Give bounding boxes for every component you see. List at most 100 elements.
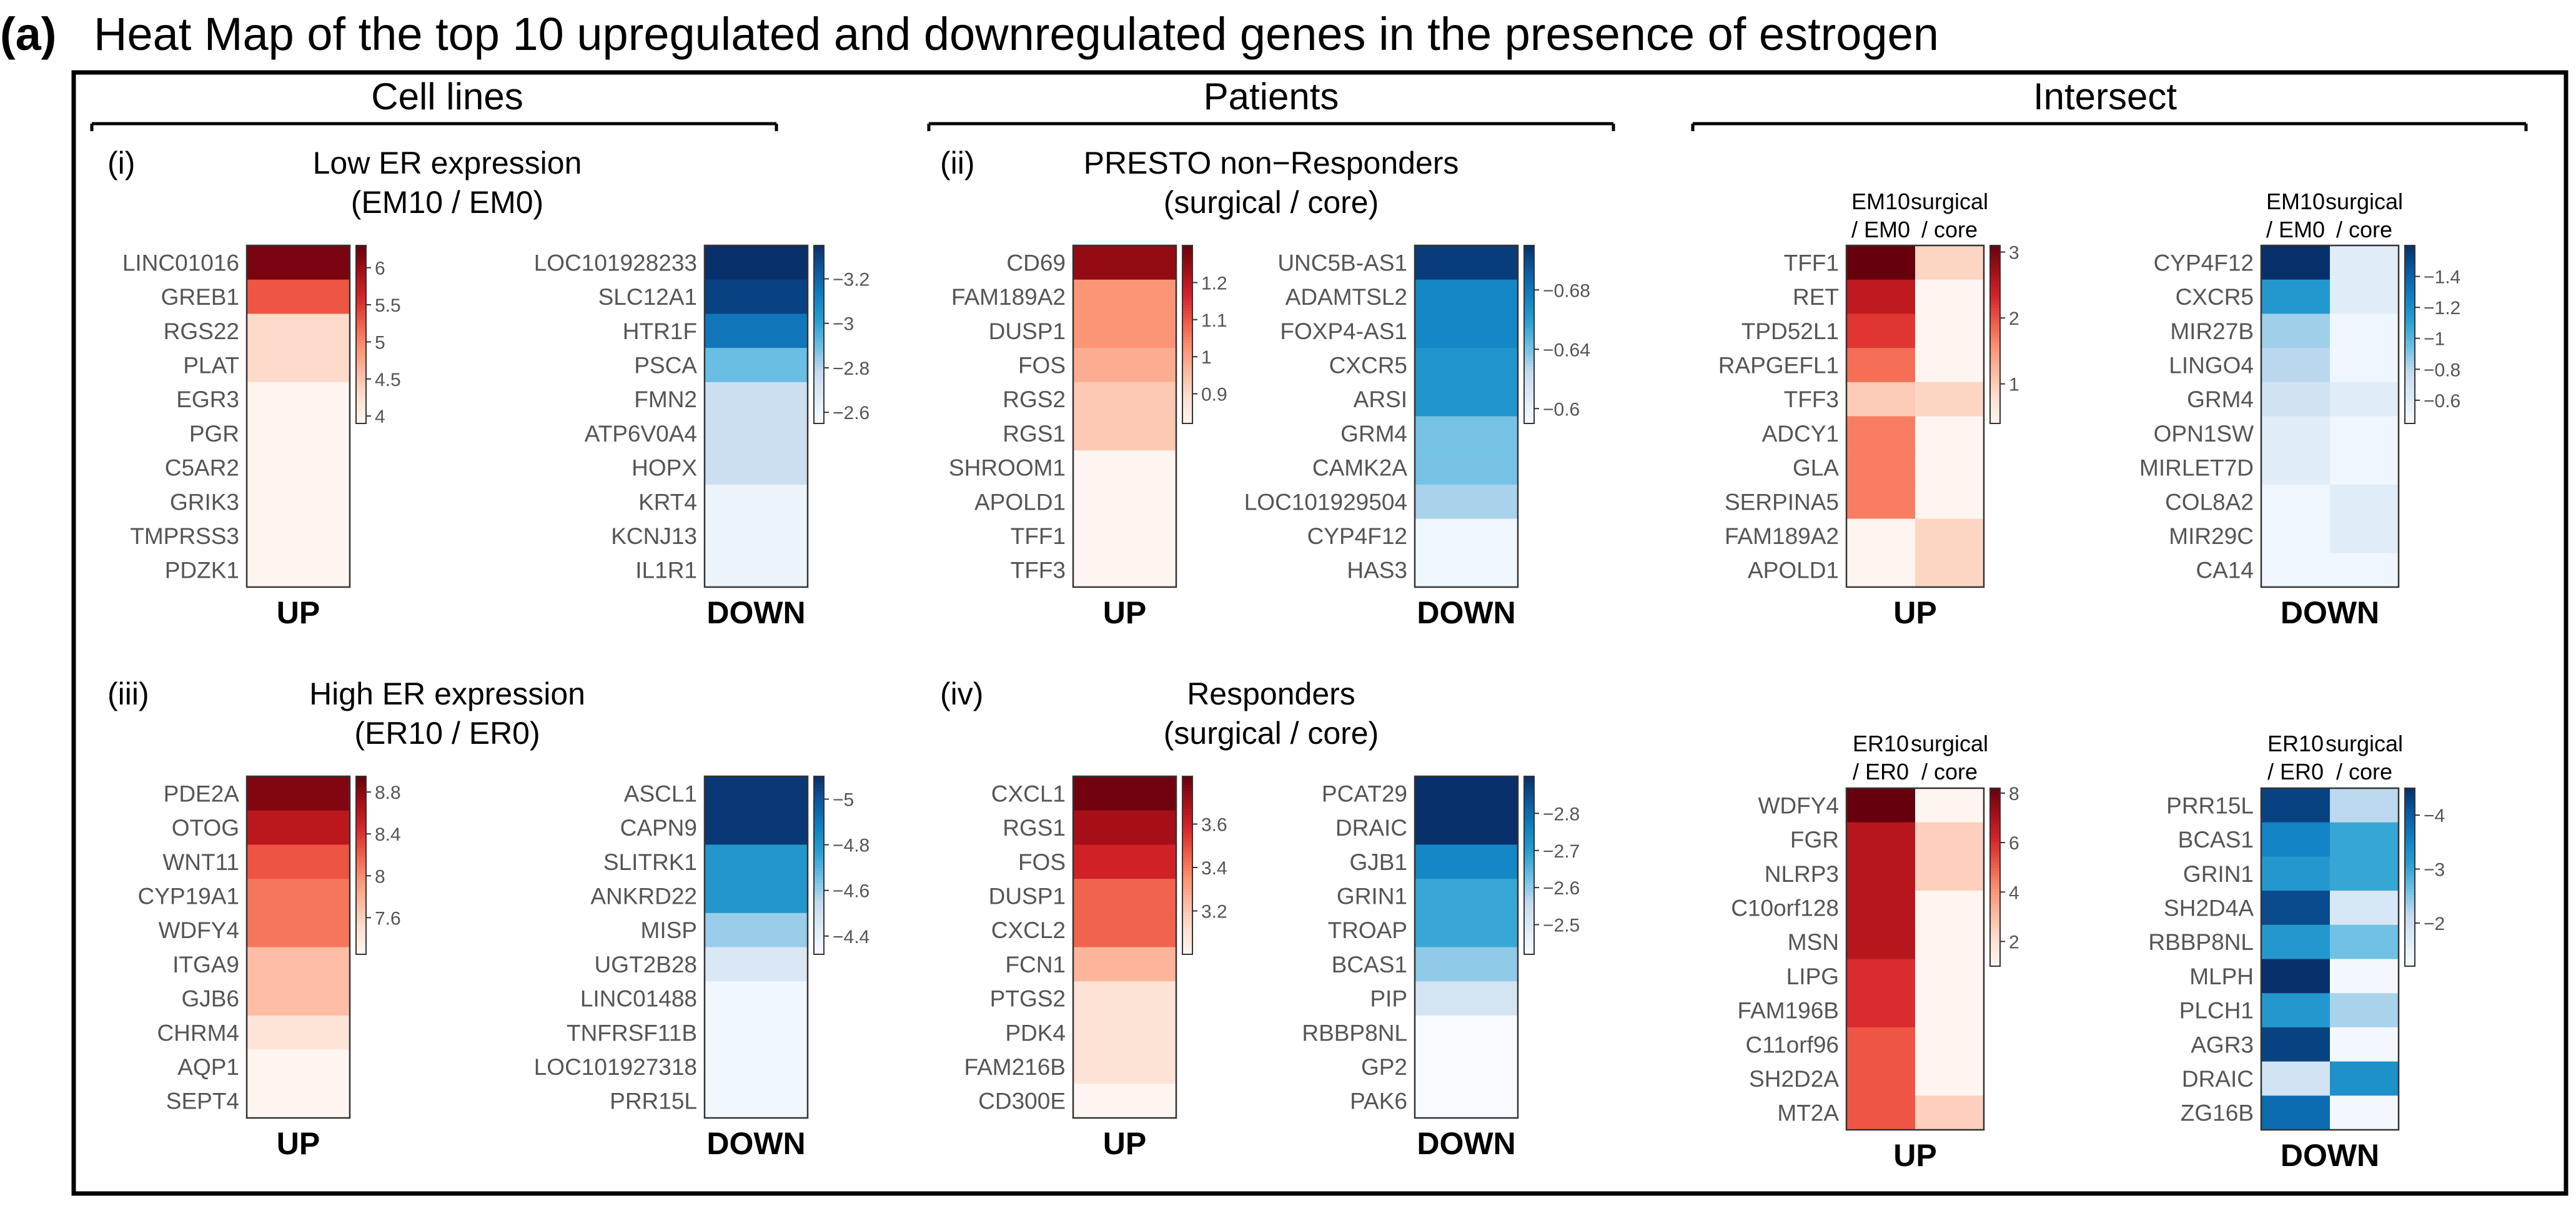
colorbar-segment — [1182, 378, 1192, 383]
colorbar-segment — [814, 397, 824, 400]
direction-label: DOWN — [706, 1126, 805, 1161]
heatmap-layer: (i) Low ER expression (EM10 / EM0) LINC0101… — [107, 146, 2460, 1173]
colorbar-segment — [1990, 904, 2000, 907]
gene-label: PSCA — [634, 352, 697, 378]
colorbar-segment — [2405, 400, 2415, 403]
colorbar-segment — [1990, 791, 2000, 795]
heatmap-cell — [2261, 553, 2331, 588]
gene-label: MIR27B — [2170, 319, 2254, 344]
colorbar-segment — [356, 841, 366, 845]
colorbar-segment — [356, 331, 366, 335]
colorbar-tick-label: −1.4 — [2424, 267, 2460, 288]
colorbar-segment — [1182, 782, 1192, 786]
gene-label: CXCL2 — [991, 917, 1066, 943]
colorbar-segment — [1990, 299, 2000, 302]
heatmap-cell — [1073, 776, 1177, 811]
colorbar-segment — [1524, 334, 1534, 338]
colorbar-segment — [356, 897, 366, 902]
colorbar-segment — [1524, 295, 1534, 300]
heatmap-cell — [2330, 891, 2399, 926]
colorbar-segment — [814, 290, 824, 294]
colorbar-segment — [356, 859, 366, 863]
gene-label: MT2A — [1777, 1100, 1839, 1126]
colorbar-segment — [1990, 936, 2000, 940]
colorbar-segment — [814, 420, 824, 424]
heatmap-cell — [1846, 245, 1916, 280]
colorbar-tick-label: 1 — [1201, 347, 1212, 368]
colorbar-tick-label: 4 — [375, 407, 385, 427]
colorbar-segment — [2405, 960, 2415, 964]
colorbar-segment — [1524, 305, 1534, 309]
colorbar-segment — [2405, 791, 2415, 795]
colorbar-segment — [814, 358, 824, 362]
colorbar-segment — [814, 272, 824, 276]
colorbar-segment — [356, 352, 366, 356]
heatmap-cell — [1415, 450, 1518, 485]
colorbar-segment — [1524, 907, 1534, 911]
colorbar-segment — [356, 809, 366, 813]
colorbar-segment — [1524, 933, 1534, 937]
colorbar-segment — [1182, 367, 1192, 371]
colorbar-segment — [1990, 797, 2000, 801]
colorbar-segment — [1990, 818, 2000, 821]
colorbar-segment — [2405, 836, 2415, 839]
colorbar-segment — [1182, 850, 1192, 854]
colorbar-segment — [1182, 349, 1192, 353]
colorbar-segment — [814, 862, 824, 866]
colorbar-segment — [1990, 314, 2000, 317]
colorbar-tick-label: −0.6 — [2424, 391, 2460, 412]
heatmap-cell — [705, 776, 808, 811]
heatmap-cell — [705, 912, 808, 948]
gene-label: DUSP1 — [989, 883, 1066, 909]
heatmap-cell — [2330, 1061, 2399, 1096]
colorbar-segment — [814, 334, 824, 338]
colorbar-segment — [814, 257, 824, 261]
colorbar-segment — [1524, 376, 1534, 380]
colorbar-segment — [2405, 826, 2415, 831]
heatmap-cell — [1846, 924, 1916, 960]
colorbar-segment — [2405, 897, 2415, 902]
colorbar-segment — [1990, 924, 2000, 928]
colorbar-segment — [1990, 945, 2000, 949]
heatmap-cell — [2261, 891, 2331, 926]
heatmap-cell — [1846, 382, 1916, 417]
column-header: ER10 — [1853, 731, 1909, 756]
colorbar-segment — [814, 865, 824, 869]
colorbar-segment — [2405, 963, 2415, 967]
gene-label: GJB1 — [1349, 849, 1407, 875]
panel-tag: (iii) — [107, 676, 149, 711]
colorbar-segment — [1182, 382, 1192, 385]
heatmap-cell — [1846, 518, 1916, 553]
colorbar-segment — [1990, 290, 2000, 294]
heatmap-cell — [1415, 947, 1518, 982]
colorbar-segment — [2405, 257, 2415, 261]
colorbar-segment — [1524, 370, 1534, 373]
colorbar — [1989, 788, 2001, 967]
colorbar-segment — [356, 245, 366, 249]
colorbar-segment — [2405, 412, 2415, 415]
colorbar-segment — [814, 260, 824, 264]
colorbar-segment — [1524, 856, 1534, 860]
heatmap-cell — [2330, 416, 2399, 451]
heatmap-cell — [1415, 348, 1518, 383]
colorbar-segment — [1524, 287, 1534, 290]
colorbar-segment — [1524, 272, 1534, 276]
heatmap-cell — [1846, 959, 1916, 994]
colorbar-segment — [1990, 824, 2000, 828]
colorbar-segment — [814, 378, 824, 383]
colorbar-segment — [1990, 417, 2000, 421]
colorbar-segment — [1990, 862, 2000, 866]
gene-label: KCNJ13 — [611, 523, 697, 549]
colorbar-segment — [2405, 414, 2415, 418]
colorbar-segment — [1990, 951, 2000, 955]
colorbar-segment — [356, 322, 366, 326]
colorbar-segment — [1524, 284, 1534, 288]
colorbar-segment — [356, 355, 366, 359]
colorbar-segment — [2405, 254, 2415, 258]
colorbar-segment — [1182, 295, 1192, 300]
colorbar-segment — [1182, 862, 1192, 866]
heatmap-cell — [1073, 947, 1177, 982]
gene-label: LIPG — [1786, 964, 1839, 989]
colorbar-segment — [1990, 310, 2000, 314]
colorbar-tick-label: −1.2 — [2424, 298, 2460, 319]
